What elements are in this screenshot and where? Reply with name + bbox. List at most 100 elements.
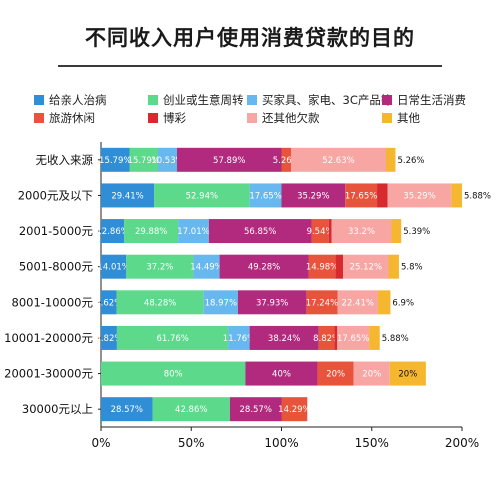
bar-segment xyxy=(101,290,117,315)
bar-segment xyxy=(377,290,391,315)
bar-segment xyxy=(219,254,309,279)
legend-item: 买家具、家电、3C产品等 xyxy=(247,92,392,108)
bar-segment xyxy=(229,397,282,422)
data-label: 15.79% xyxy=(128,156,160,166)
bar-segment xyxy=(126,254,194,279)
legend-swatch xyxy=(247,95,257,105)
data-label: 12.86% xyxy=(96,227,128,237)
data-label: 80% xyxy=(164,370,183,380)
x-tick-label: 50% xyxy=(178,436,205,450)
chart-legend: 给亲人治病 创业或生意周转 买家具、家电、3C产品等 日常生活消费 旅游休闲 博彩 还其他欠… xyxy=(0,0,500,130)
data-label: 5.26% xyxy=(273,156,300,166)
legend-label: 还其他欠款 xyxy=(262,111,320,125)
category-label: 5001-8000元 xyxy=(19,260,94,274)
bar-segment xyxy=(281,183,346,208)
data-label: 5.8% xyxy=(401,263,423,273)
bar-segment xyxy=(391,219,402,244)
bar-segment xyxy=(328,219,332,244)
data-label: 29.41% xyxy=(111,191,143,201)
data-label: 37.93% xyxy=(256,298,288,308)
bar-segment xyxy=(451,183,462,208)
data-label: 35.29% xyxy=(297,191,329,201)
bar-segment xyxy=(389,361,426,386)
title-underline xyxy=(58,65,442,67)
data-label: 9.54% xyxy=(307,227,334,237)
data-label: 18.97% xyxy=(205,298,237,308)
data-label: 17.65% xyxy=(345,191,377,201)
bar-segment xyxy=(101,397,153,422)
data-label: 61.76% xyxy=(156,334,188,344)
data-label: 28.57% xyxy=(111,405,143,415)
data-label: 52.63% xyxy=(322,156,354,166)
data-label: 5.26% xyxy=(397,156,424,166)
data-label: 5.88% xyxy=(382,334,409,344)
data-label: 25.12% xyxy=(350,263,382,273)
data-label: 17.65% xyxy=(249,191,281,201)
bar-segment xyxy=(152,397,230,422)
legend-label: 日常生活消费 xyxy=(397,93,466,107)
data-label: 37.2% xyxy=(146,263,173,273)
bar-segment xyxy=(337,325,370,350)
data-label: 20% xyxy=(326,370,345,380)
bar-segment xyxy=(345,183,378,208)
data-label: 8.82% xyxy=(95,334,122,344)
bar-segment xyxy=(249,183,282,208)
data-label: 14.98% xyxy=(306,263,338,273)
category-label: 无收入来源 xyxy=(36,153,94,167)
bar-segment xyxy=(311,219,329,244)
data-label: 28.57% xyxy=(240,405,272,415)
legend-label: 给亲人治病 xyxy=(49,93,107,107)
legend-label: 博彩 xyxy=(163,111,186,125)
data-label: 5.88% xyxy=(464,191,491,201)
legend-swatch xyxy=(382,113,392,123)
bar-segment xyxy=(353,361,390,386)
bar-segment xyxy=(203,290,238,315)
bar-segment xyxy=(317,361,354,386)
legend-swatch xyxy=(247,113,257,123)
bar-segment xyxy=(377,183,388,208)
data-label: 5.39% xyxy=(403,227,430,237)
bar-segment xyxy=(193,254,220,279)
bar-segment xyxy=(334,325,338,350)
data-label: 8.62% xyxy=(95,298,122,308)
data-label: 48.28% xyxy=(144,298,176,308)
legend-swatch xyxy=(382,95,392,105)
data-label: 14.49% xyxy=(190,263,222,273)
bar-segment xyxy=(101,147,130,172)
legend-label: 旅游休闲 xyxy=(49,111,95,125)
legend-swatch xyxy=(148,113,158,123)
data-label: 29.88% xyxy=(135,227,167,237)
data-label: 52.94% xyxy=(186,191,218,201)
x-tick-label: 150% xyxy=(355,436,389,450)
data-label: 49.28% xyxy=(248,263,280,273)
bar-segment xyxy=(385,147,396,172)
bar-segment xyxy=(387,183,452,208)
bar-segment xyxy=(228,325,250,350)
data-label: 35.29% xyxy=(403,191,435,201)
bar-segment xyxy=(101,325,117,350)
bar-segment xyxy=(281,397,308,422)
category-label: 10001-20000元 xyxy=(4,331,93,345)
bar-segment xyxy=(249,325,319,350)
data-label: 11.76% xyxy=(223,334,255,344)
bar-segment xyxy=(124,219,179,244)
legend-item: 博彩 xyxy=(148,110,186,126)
data-label: 10.53% xyxy=(151,156,183,166)
bar-segment xyxy=(101,219,125,244)
bar-segment xyxy=(154,183,250,208)
data-label: 17.01% xyxy=(177,227,209,237)
bar-segment xyxy=(158,147,178,172)
bar-segment xyxy=(177,147,282,172)
bar-segment xyxy=(369,325,380,350)
data-label: 8.82% xyxy=(313,334,340,344)
data-label: 38.24% xyxy=(268,334,300,344)
bar-segment xyxy=(335,254,344,279)
data-label: 56.85% xyxy=(244,227,276,237)
bar-segment xyxy=(116,325,229,350)
legend-item: 日常生活消费 xyxy=(382,92,466,108)
data-label: 15.79% xyxy=(99,156,131,166)
legend-item: 其他 xyxy=(382,110,420,126)
category-label: 30000元以上 xyxy=(22,402,93,416)
data-label: 14.01% xyxy=(97,263,129,273)
